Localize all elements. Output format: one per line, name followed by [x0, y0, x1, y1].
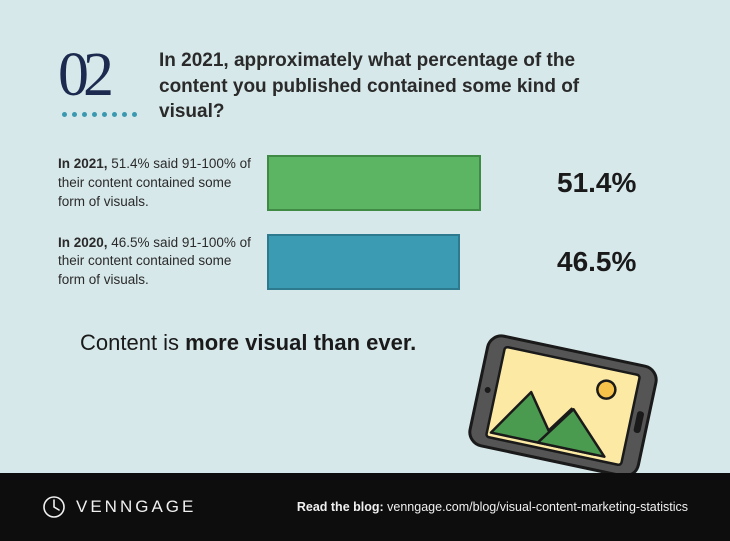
bar-row: In 2021, 51.4% said 91-100% of their con…: [58, 155, 672, 212]
header: 02 In 2021, approximately what percentag…: [0, 0, 730, 125]
bar-label: In 2021, 51.4% said 91-100% of their con…: [58, 155, 253, 212]
blog-url: venngage.com/blog/visual-content-marketi…: [387, 500, 688, 514]
bar-fill: [267, 234, 460, 290]
blog-link[interactable]: Read the blog: venngage.com/blog/visual-…: [297, 500, 688, 514]
venngage-logo-icon: [42, 495, 66, 519]
question-text: In 2021, approximately what percentage o…: [159, 48, 599, 125]
bar-fill: [267, 155, 481, 211]
section-number-block: 02: [58, 48, 137, 117]
tagline-prefix: Content is: [80, 330, 185, 355]
tagline-bold: more visual than ever.: [185, 330, 416, 355]
bar-track: [267, 234, 537, 290]
blog-prefix: Read the blog:: [297, 500, 384, 514]
section-number: 02: [58, 48, 137, 104]
brand: VENNGAGE: [42, 495, 196, 519]
bar-row: In 2020, 46.5% said 91-100% of their con…: [58, 234, 672, 291]
footer: VENNGAGE Read the blog: venngage.com/blo…: [0, 473, 730, 541]
bar-track: [267, 155, 537, 211]
brand-name: VENNGAGE: [76, 497, 196, 517]
bar-value: 51.4%: [557, 167, 636, 199]
bar-chart: In 2021, 51.4% said 91-100% of their con…: [0, 125, 730, 290]
decorative-dots: [62, 112, 137, 117]
bar-label: In 2020, 46.5% said 91-100% of their con…: [58, 234, 253, 291]
bar-value: 46.5%: [557, 246, 636, 278]
tagline: Content is more visual than ever.: [0, 312, 730, 356]
